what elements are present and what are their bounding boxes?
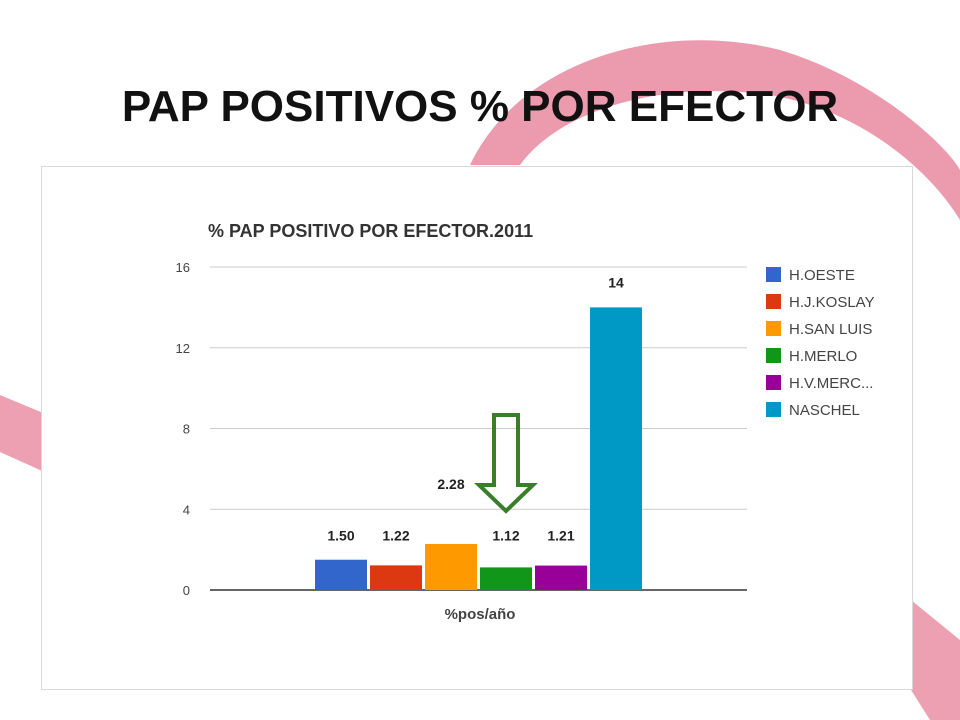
x-axis-label: %pos/año: [445, 606, 516, 623]
gridlines: [210, 266, 747, 591]
legend-swatch: [766, 321, 781, 336]
legend-label: H.SAN LUIS: [789, 321, 872, 338]
legend-item: H.J.KOSLAY: [766, 294, 875, 311]
slide-title: PAP POSITIVOS % POR EFECTOR: [121, 82, 839, 131]
legend-label: H.OESTE: [789, 267, 855, 284]
legend-item: H.MERLO: [766, 348, 857, 365]
bars: [315, 307, 642, 590]
ribbon-right-tail: [911, 600, 960, 720]
legend-item: H.OESTE: [766, 267, 855, 284]
data-label: 14: [608, 274, 624, 290]
legend-swatch: [766, 348, 781, 363]
legend-item: NASCHEL: [766, 402, 860, 419]
data-label: 1.22: [382, 528, 409, 544]
bar-h-j-koslay: [370, 565, 422, 590]
data-label: 1.50: [327, 528, 354, 544]
y-tick-label: 12: [176, 341, 190, 356]
legend-label: H.MERLO: [789, 348, 857, 365]
y-tick-label: 0: [183, 583, 190, 598]
down-arrow: [474, 413, 538, 514]
y-axis-ticks: 0 4 8 12 16: [176, 260, 190, 598]
legend: H.OESTE H.J.KOSLAY H.SAN LUIS H.MERLO H.V.ME…: [766, 267, 875, 419]
legend-item: H.SAN LUIS: [766, 321, 872, 338]
legend-label: H.J.KOSLAY: [789, 294, 875, 311]
annotation-arrow: [474, 413, 538, 514]
y-tick-label: 4: [183, 502, 190, 517]
bar-h-oeste: [315, 559, 367, 590]
legend-item: H.V.MERC...: [766, 375, 873, 392]
bar-chart: % PAP POSITIVO POR EFECTOR.2011 0481216 …: [176, 221, 875, 623]
y-tick-label: 8: [183, 422, 190, 437]
bar-h-san-luis: [425, 543, 477, 590]
legend-swatch: [766, 375, 781, 390]
legend-swatch: [766, 267, 781, 282]
data-label: 2.28: [437, 476, 464, 492]
chart-panel: % PAP POSITIVO POR EFECTOR.2011 0 4 8 12 16 …: [41, 166, 913, 690]
legend-swatch: [766, 294, 781, 309]
legend-label: NASCHEL: [789, 402, 860, 419]
data-label: 1.12: [492, 528, 519, 544]
bar-naschel: [590, 307, 642, 590]
bar-h-v-merc: [535, 565, 587, 590]
legend-label: H.V.MERC...: [789, 375, 873, 392]
legend-swatch: [766, 402, 781, 417]
data-labels: 1.50 1.22 2.28 1.12 1.21 14: [327, 274, 624, 543]
y-tick-label: 16: [176, 260, 190, 275]
ribbon-top-band: [470, 40, 960, 220]
data-label: 1.21: [547, 528, 574, 544]
bar-h-merlo: [480, 567, 532, 590]
chart-title: % PAP POSITIVO POR EFECTOR.2011: [208, 221, 533, 241]
